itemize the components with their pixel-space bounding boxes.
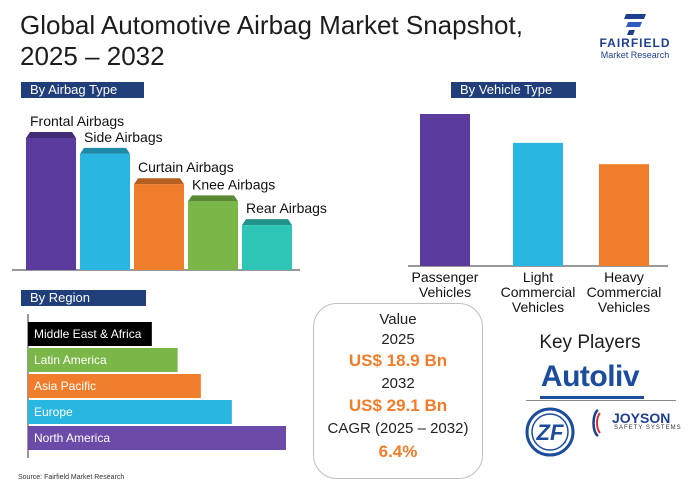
airbag-bar-body xyxy=(134,184,184,270)
airbag-bar-body xyxy=(26,138,76,270)
section-heading-airbag-type: By Airbag Type xyxy=(18,82,144,98)
brand-logo: FAIRFIELD Market Research xyxy=(580,12,690,61)
value-year-start: 2025 xyxy=(381,331,415,348)
region-bar-2 xyxy=(28,374,201,398)
autoliv-underline xyxy=(540,396,644,399)
market-value-box: Value 2025 US$ 18.9 Bn 2032 US$ 29.1 Bn … xyxy=(313,303,483,479)
airbag-bar-3 xyxy=(188,195,238,270)
airbag-bar-1 xyxy=(80,147,130,270)
airbag-bar-label: Knee Airbags xyxy=(192,176,275,192)
airbag-bar-top xyxy=(242,219,292,226)
vehicle-bar-label: Heavy Commercial Vehicles xyxy=(587,269,662,315)
airbag-bar-label: Rear Airbags xyxy=(246,200,327,216)
fairfield-logo-icon xyxy=(624,14,646,35)
region-bar-3 xyxy=(28,400,232,424)
region-bar-0 xyxy=(28,322,152,346)
airbag-bar-top xyxy=(188,195,238,202)
region-bar-label: Asia Pacific xyxy=(34,379,96,393)
value-year-end: 2032 xyxy=(381,375,415,392)
region-chart: Middle East & Africa Latin America Asia Pa… xyxy=(27,314,286,458)
airbag-bar-top xyxy=(26,132,76,138)
section-heading-region: By Region xyxy=(18,290,146,306)
zf-logo-icon: ZF xyxy=(525,407,575,457)
value-start: US$ 18.9 Bn xyxy=(348,351,448,370)
airbag-bar-body xyxy=(242,225,292,270)
region-bar-label: North America xyxy=(34,431,110,445)
cagr-value: 6.4% xyxy=(378,442,418,461)
region-bar-label: Europe xyxy=(34,405,73,419)
key-players-divider xyxy=(526,400,676,401)
airbag-bar-body xyxy=(80,153,130,270)
value-end: US$ 29.1 Bn xyxy=(348,396,448,415)
airbag-bar-0 xyxy=(26,132,76,270)
key-players-title: Key Players xyxy=(539,332,641,353)
brand-name: FAIRFIELD xyxy=(599,36,671,50)
airbag-bar-top xyxy=(134,178,184,185)
vehicle-bar-1 xyxy=(513,142,563,266)
joyson-logo-text: JOYSON xyxy=(612,410,671,426)
region-bar-1 xyxy=(28,348,178,372)
airbag-bar-label: Side Airbags xyxy=(84,129,163,145)
vehicle-bar-label: Passenger Vehicles xyxy=(412,269,479,300)
vehicle-bar-2 xyxy=(599,164,649,266)
airbag-bar-2 xyxy=(134,178,184,270)
airbag-bar-4 xyxy=(242,219,292,270)
section-heading-vehicle-type: By Vehicle Type xyxy=(448,82,576,98)
vehicle-type-chart: Passenger Vehicles Light Commercial Vehicles… xyxy=(408,114,668,315)
page-title: Global Automotive Airbag Market Snapshot… xyxy=(20,10,523,71)
airbag-bar-label: Curtain Airbags xyxy=(138,159,234,175)
value-heading: Value xyxy=(379,311,417,328)
region-bar-4 xyxy=(28,426,286,450)
cagr-label: CAGR (2025 – 2032) xyxy=(327,420,469,437)
airbag-bar-label: Frontal Airbags xyxy=(30,113,124,129)
airbag-bar-top xyxy=(80,147,130,154)
joyson-subtitle: SAFETY SYSTEMS xyxy=(614,425,682,431)
region-bar-label: Latin America xyxy=(34,353,107,367)
joyson-logo-icon xyxy=(592,408,601,438)
vehicle-bar-label: Light Commercial Vehicles xyxy=(501,269,576,315)
brand-subtitle: Market Research xyxy=(600,50,670,60)
autoliv-logo: Autoliv xyxy=(540,360,640,393)
source-note: Source: Fairfield Market Research xyxy=(18,474,125,481)
vehicle-bar-0 xyxy=(420,114,470,266)
zf-logo-text: ZF xyxy=(536,420,564,445)
airbag-bar-body xyxy=(188,201,238,270)
region-bar-label: Middle East & Africa xyxy=(34,327,142,341)
